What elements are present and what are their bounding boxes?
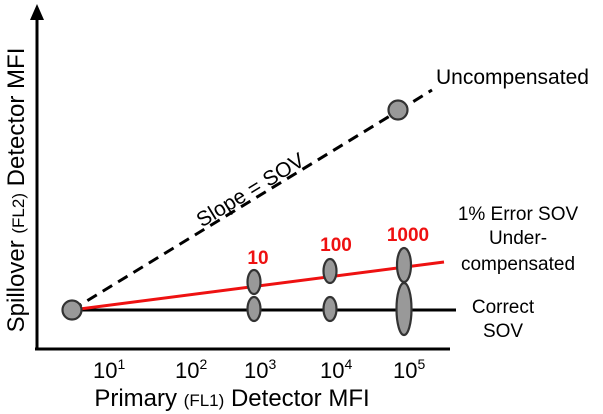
- error-marker-10: [246, 268, 262, 296]
- x-axis-title: Primary (FL1) Detector MFI: [94, 385, 369, 412]
- x-tick-label: 105: [393, 356, 425, 383]
- y-axis-title: Spillover (FL2) Detector MFI: [3, 48, 30, 333]
- uncompensated-line: [71, 109, 399, 312]
- red-label-10: 10: [247, 248, 268, 269]
- x-tick-label: 101: [93, 356, 125, 383]
- label-correct-2: SOV: [483, 321, 523, 342]
- correct-marker-10: [246, 295, 262, 323]
- axes: [30, 4, 450, 351]
- uncompensated-marker: [387, 99, 409, 121]
- x-tick-label: 103: [244, 356, 276, 383]
- label-slope: Slope = SOV: [193, 149, 309, 232]
- label-correct-1: Correct: [472, 297, 535, 318]
- red-label-1000: 1000: [387, 225, 429, 246]
- correct-marker-1000: [395, 281, 413, 337]
- red-number-labels: 10 100 1000: [247, 225, 429, 269]
- label-error-1: 1% Error SOV: [458, 204, 579, 225]
- label-error-3: compensated: [461, 254, 575, 275]
- x-tick-label: 102: [175, 356, 207, 383]
- red-label-100: 100: [320, 235, 352, 256]
- error-marker-100: [322, 257, 338, 285]
- label-error-2: Under-: [489, 228, 547, 249]
- correct-marker-100: [322, 295, 338, 323]
- markers: [61, 99, 413, 337]
- label-uncompensated: Uncompensated: [436, 66, 589, 89]
- x-tick-labels: 101 102 103 104 105: [93, 356, 425, 383]
- y-axis-arrowhead: [30, 4, 44, 20]
- x-tick-label: 104: [320, 356, 352, 383]
- error-marker-1000: [395, 246, 413, 284]
- origin-marker: [61, 299, 83, 321]
